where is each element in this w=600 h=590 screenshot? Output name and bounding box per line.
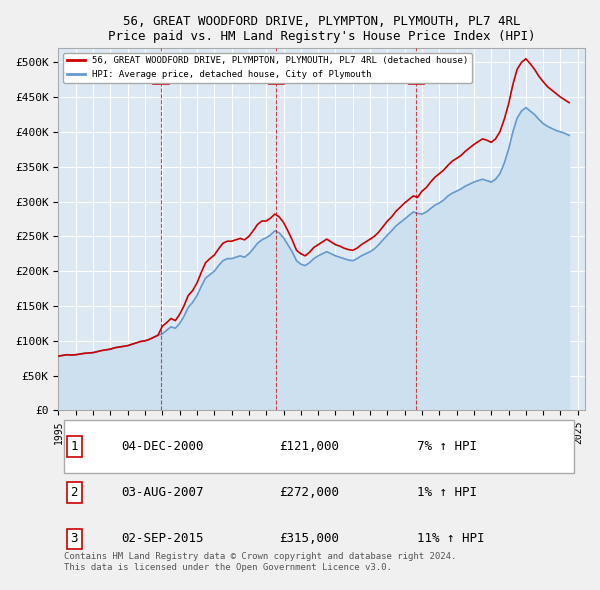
Text: 04-DEC-2000: 04-DEC-2000 bbox=[122, 440, 204, 453]
Text: 3: 3 bbox=[412, 67, 420, 80]
Text: £272,000: £272,000 bbox=[280, 486, 340, 499]
Text: 1% ↑ HPI: 1% ↑ HPI bbox=[416, 486, 476, 499]
Text: 11% ↑ HPI: 11% ↑ HPI bbox=[416, 532, 484, 545]
Text: 7% ↑ HPI: 7% ↑ HPI bbox=[416, 440, 476, 453]
Text: 03-AUG-2007: 03-AUG-2007 bbox=[122, 486, 204, 499]
Text: Contains HM Land Registry data © Crown copyright and database right 2024.
This d: Contains HM Land Registry data © Crown c… bbox=[64, 552, 456, 572]
Text: £121,000: £121,000 bbox=[280, 440, 340, 453]
Text: 3: 3 bbox=[71, 532, 78, 545]
Text: £315,000: £315,000 bbox=[280, 532, 340, 545]
Text: 1: 1 bbox=[157, 67, 165, 80]
Legend: 56, GREAT WOODFORD DRIVE, PLYMPTON, PLYMOUTH, PL7 4RL (detached house), HPI: Ave: 56, GREAT WOODFORD DRIVE, PLYMPTON, PLYM… bbox=[63, 53, 472, 83]
FancyBboxPatch shape bbox=[64, 420, 574, 473]
Title: 56, GREAT WOODFORD DRIVE, PLYMPTON, PLYMOUTH, PL7 4RL
Price paid vs. HM Land Reg: 56, GREAT WOODFORD DRIVE, PLYMPTON, PLYM… bbox=[108, 15, 535, 43]
Text: 2: 2 bbox=[272, 67, 280, 80]
Text: 02-SEP-2015: 02-SEP-2015 bbox=[122, 532, 204, 545]
Text: 2: 2 bbox=[71, 486, 78, 499]
Text: 1: 1 bbox=[71, 440, 78, 453]
